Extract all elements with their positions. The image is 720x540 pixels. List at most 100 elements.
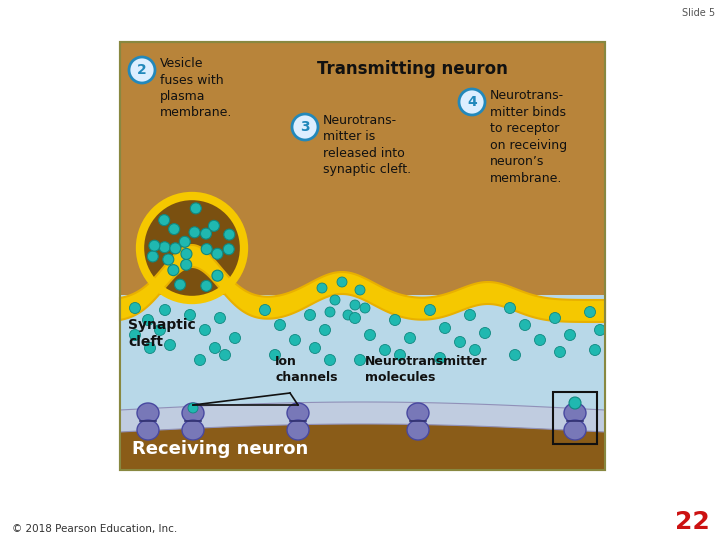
Text: Slide 5: Slide 5 <box>682 8 715 18</box>
Circle shape <box>158 214 170 226</box>
Circle shape <box>520 320 531 330</box>
Circle shape <box>364 329 376 341</box>
Circle shape <box>305 309 315 321</box>
Ellipse shape <box>182 403 204 423</box>
Circle shape <box>181 248 192 259</box>
Circle shape <box>230 333 240 343</box>
Circle shape <box>148 251 158 262</box>
Circle shape <box>143 314 153 326</box>
Circle shape <box>454 336 466 348</box>
Circle shape <box>130 302 140 314</box>
Circle shape <box>343 310 353 320</box>
Bar <box>120 415 605 470</box>
Text: Transmitting neuron: Transmitting neuron <box>317 60 508 78</box>
Circle shape <box>337 277 347 287</box>
Ellipse shape <box>137 420 159 440</box>
Circle shape <box>549 313 560 323</box>
Circle shape <box>320 325 330 335</box>
Circle shape <box>168 265 179 275</box>
Circle shape <box>189 227 200 238</box>
Ellipse shape <box>407 403 429 423</box>
Text: Receiving neuron: Receiving neuron <box>132 440 308 458</box>
Circle shape <box>349 313 361 323</box>
Ellipse shape <box>287 420 309 440</box>
Text: Synaptic
cleft: Synaptic cleft <box>128 318 196 349</box>
Circle shape <box>325 307 335 317</box>
Circle shape <box>390 314 400 326</box>
Circle shape <box>330 295 340 305</box>
Circle shape <box>130 329 140 341</box>
Circle shape <box>199 325 210 335</box>
Circle shape <box>434 353 446 363</box>
Circle shape <box>155 325 166 335</box>
Circle shape <box>212 270 223 281</box>
Circle shape <box>190 203 202 214</box>
Text: 22: 22 <box>675 510 710 534</box>
Circle shape <box>129 57 155 83</box>
Circle shape <box>274 320 286 330</box>
Circle shape <box>188 403 198 413</box>
Circle shape <box>208 220 220 231</box>
Circle shape <box>480 327 490 339</box>
Circle shape <box>168 224 179 235</box>
Circle shape <box>317 283 327 293</box>
Circle shape <box>201 280 212 292</box>
Circle shape <box>554 347 565 357</box>
Circle shape <box>210 342 220 354</box>
Circle shape <box>149 240 160 251</box>
Circle shape <box>140 196 244 300</box>
Circle shape <box>354 354 366 366</box>
Circle shape <box>212 248 223 259</box>
Text: 2: 2 <box>137 63 147 77</box>
Circle shape <box>459 89 485 115</box>
Text: Neurotrans-
mitter binds
to receptor
on receiving
neuron’s
membrane.: Neurotrans- mitter binds to receptor on … <box>490 89 567 185</box>
Circle shape <box>170 243 181 254</box>
Circle shape <box>505 302 516 314</box>
Text: Vesicle
fuses with
plasma
membrane.: Vesicle fuses with plasma membrane. <box>160 57 233 119</box>
Ellipse shape <box>407 420 429 440</box>
Ellipse shape <box>182 420 204 440</box>
Bar <box>120 295 605 415</box>
Circle shape <box>564 329 575 341</box>
Circle shape <box>469 345 480 355</box>
Circle shape <box>163 254 174 265</box>
Circle shape <box>164 340 176 350</box>
Circle shape <box>194 354 205 366</box>
Text: Neurotransmitter
molecules: Neurotransmitter molecules <box>365 355 487 384</box>
Circle shape <box>292 114 318 140</box>
Circle shape <box>184 309 196 321</box>
Circle shape <box>585 307 595 318</box>
Text: Ion
channels: Ion channels <box>275 355 338 384</box>
Circle shape <box>379 345 390 355</box>
Polygon shape <box>120 402 605 432</box>
Circle shape <box>425 305 436 315</box>
Circle shape <box>159 242 170 253</box>
Circle shape <box>289 334 300 346</box>
Circle shape <box>325 354 336 366</box>
Text: 4: 4 <box>467 95 477 109</box>
Circle shape <box>224 229 235 240</box>
Ellipse shape <box>287 403 309 423</box>
Circle shape <box>405 333 415 343</box>
Circle shape <box>350 300 360 310</box>
FancyBboxPatch shape <box>120 42 605 470</box>
Circle shape <box>355 285 365 295</box>
Circle shape <box>145 342 156 354</box>
Circle shape <box>569 397 581 409</box>
Ellipse shape <box>137 403 159 423</box>
Text: © 2018 Pearson Education, Inc.: © 2018 Pearson Education, Inc. <box>12 524 177 534</box>
Circle shape <box>360 303 370 313</box>
Circle shape <box>200 228 212 239</box>
Circle shape <box>534 334 546 346</box>
Circle shape <box>590 345 600 355</box>
Circle shape <box>201 244 212 254</box>
Circle shape <box>181 259 192 270</box>
Circle shape <box>160 305 171 315</box>
Circle shape <box>259 305 271 315</box>
Text: Neurotrans-
mitter is
released into
synaptic cleft.: Neurotrans- mitter is released into syna… <box>323 114 411 177</box>
Circle shape <box>174 279 186 290</box>
Circle shape <box>269 349 281 361</box>
Polygon shape <box>120 245 605 322</box>
Circle shape <box>310 342 320 354</box>
Bar <box>553 392 597 444</box>
